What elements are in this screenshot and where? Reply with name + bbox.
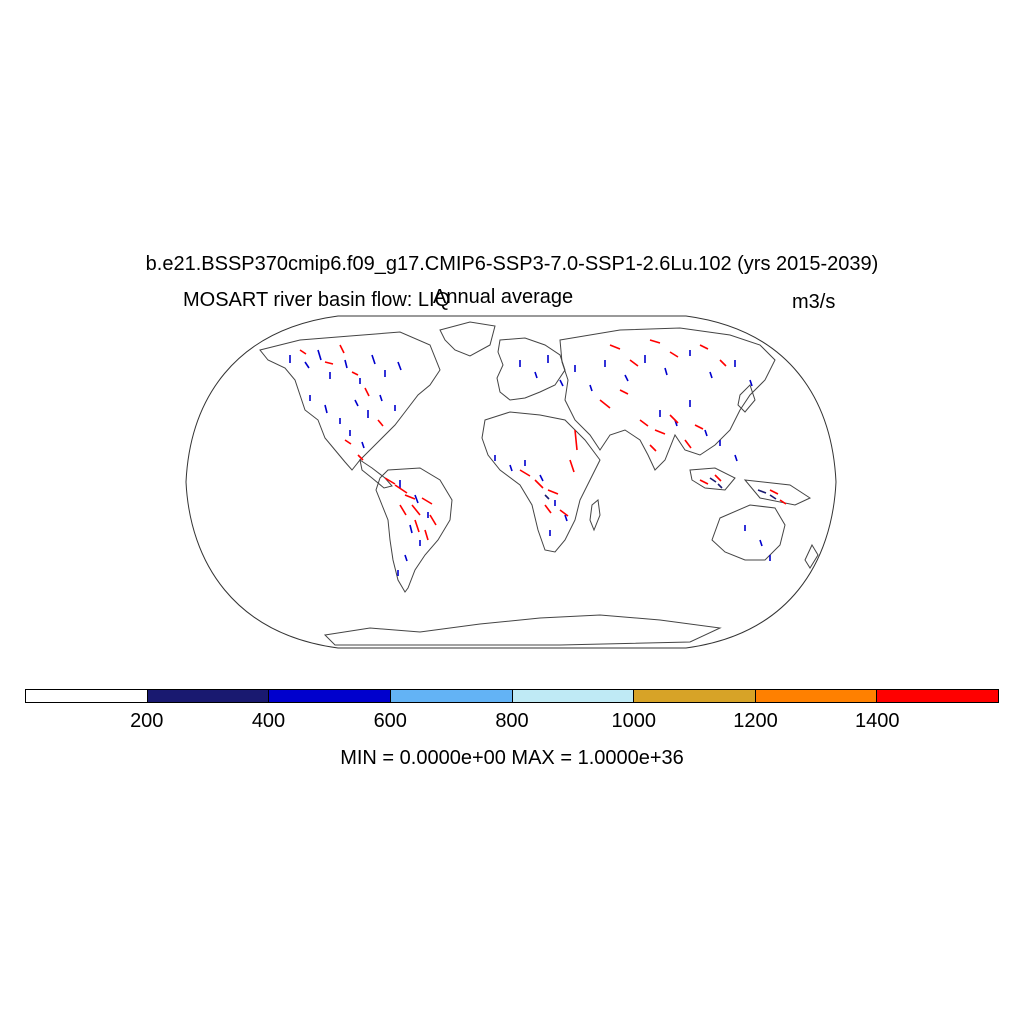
colorbar-tick-label: 1000	[611, 710, 657, 732]
colorbar-tick-label: 200	[130, 710, 164, 732]
colorbar	[25, 689, 999, 703]
colorbar-segment	[269, 690, 391, 702]
colorbar-segment	[755, 690, 878, 702]
colorbar-tick-label: 400	[251, 710, 286, 732]
period-label: Annual average	[433, 286, 574, 308]
colorbar-segment	[877, 690, 998, 702]
colorbar-tick-label: 600	[373, 710, 407, 732]
units-label: m3/s	[792, 291, 836, 313]
globe-outline	[185, 315, 837, 649]
river-flow-field	[289, 339, 787, 576]
variable-label: MOSART river basin flow: LIQ	[183, 289, 451, 311]
colorbar-tick-label: 1200	[733, 710, 778, 732]
colorbar-segment	[390, 690, 513, 702]
colorbar-segment	[634, 690, 756, 702]
colorbar-segment	[26, 690, 148, 702]
colorbar-segment	[512, 690, 635, 702]
colorbar-segment	[147, 690, 270, 702]
colorbar-tick-label: 800	[495, 710, 529, 732]
coastlines	[259, 321, 819, 646]
colorbar-tick-label: 1400	[855, 710, 900, 732]
map-title: b.e21.BSSP370cmip6.f09_g17.CMIP6-SSP3-7.…	[145, 253, 879, 275]
min-max-label: MIN = 0.0000e+00 MAX = 1.0000e+36	[340, 747, 684, 769]
